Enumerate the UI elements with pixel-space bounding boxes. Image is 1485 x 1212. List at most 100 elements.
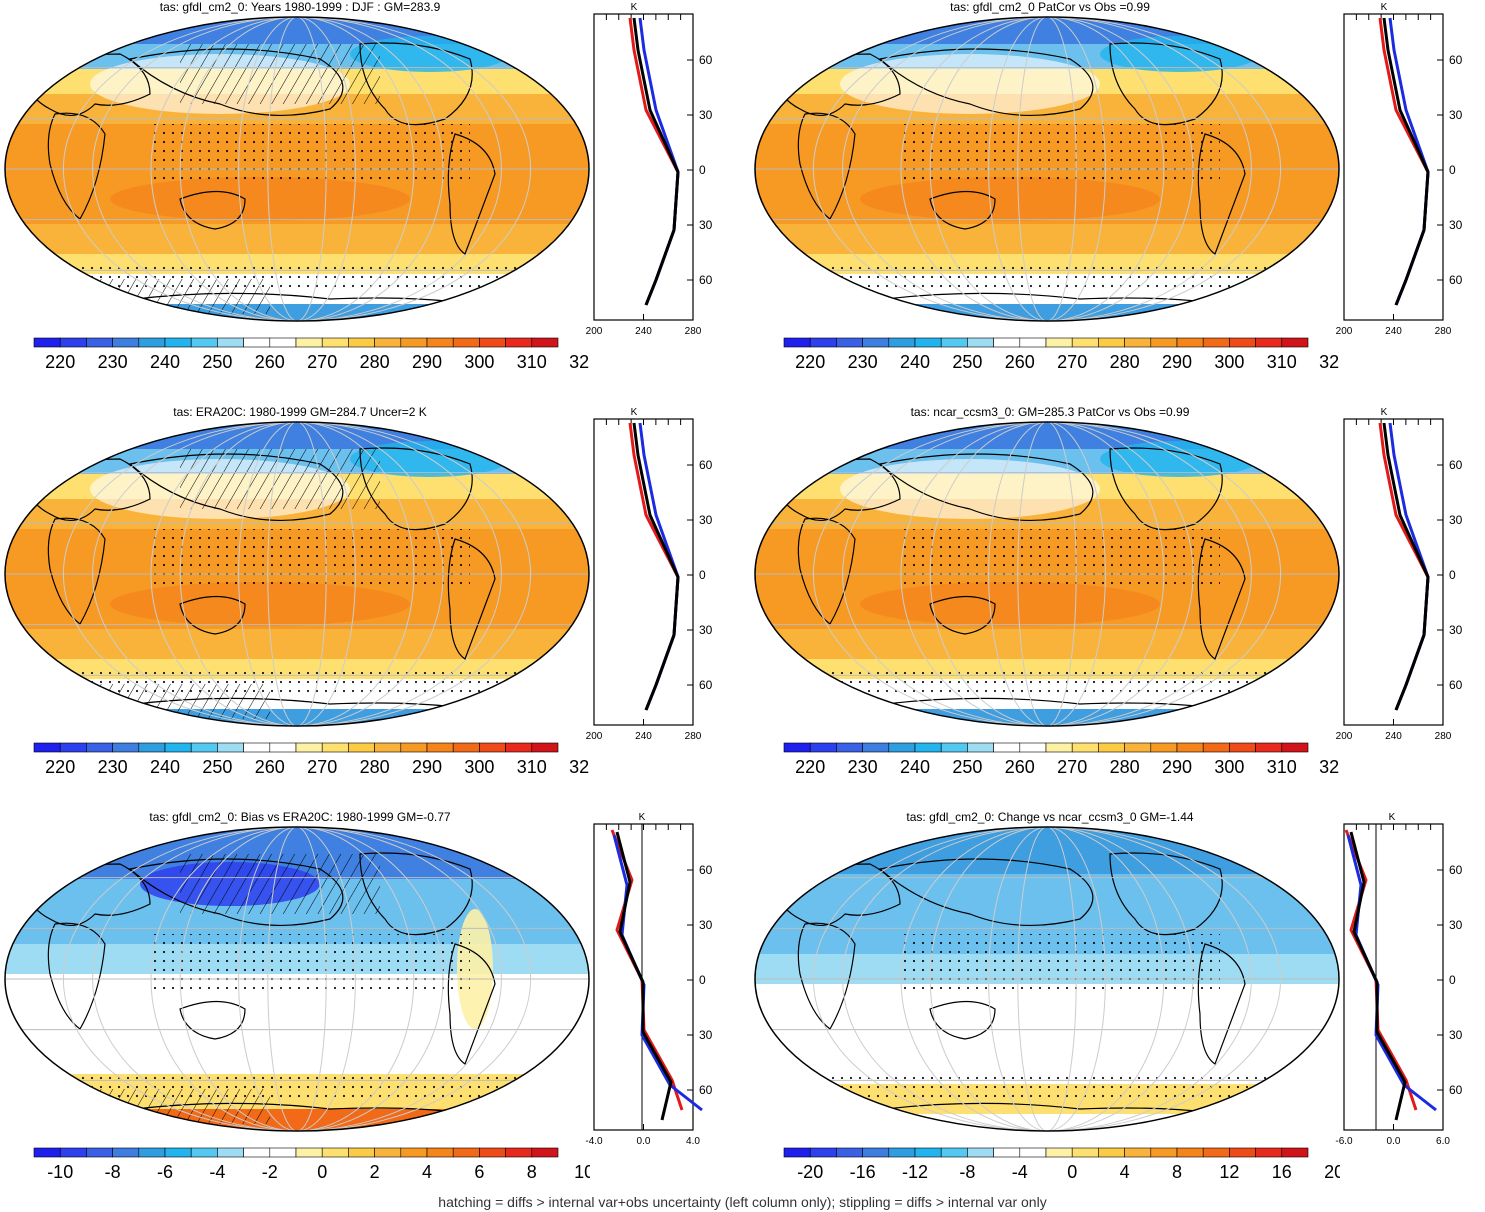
panel-title: tas: gfdl_cm2_0: Years 1980-1999 : DJF :… [159,0,441,14]
map-band [5,224,589,254]
colorbar-swatch [217,337,244,348]
zonal-profile: K -4.0 0.0 4.0 60N 30N 0 30S 60S [585,812,713,1147]
profile-xtick-label: 280 [685,326,702,337]
profile-xtick-label: 280 [1435,731,1452,742]
continent-outline [1109,852,1223,936]
map-border [4,826,590,1132]
stippling [150,934,470,994]
profile-ytick-label: 60N [1449,458,1463,472]
profile-ytick-label: 0 [1449,568,1456,582]
profile-xtick-label: 240 [1385,731,1402,742]
colorbar-label: -4 [1012,1162,1028,1182]
colorbar-swatch [426,1147,454,1158]
colorbar: 220 230 240 250 260 270 280 290 300 310 320 [783,337,1340,372]
colorbar-label: 280 [1110,352,1140,372]
colorbar-label: 2 [370,1162,380,1182]
profile-ytick-label: 0 [1449,163,1456,177]
graticule-lon [812,827,1282,1131]
graticule-lon [929,422,1165,726]
colorbar-swatch [1202,742,1230,753]
colorbar-label: 300 [1214,352,1244,372]
colorbar-label: 320 [569,352,590,372]
colorbar-swatch [940,742,968,753]
profile-unit: K [1389,812,1396,823]
profile-xtick-label: 240 [635,326,652,337]
graticule-lon [267,422,327,726]
graticule-lon [900,422,1194,726]
zonal-profile: K 200 240 280 60N 30N 0 30S 60S [586,2,713,337]
colorbar-label: 220 [45,757,75,777]
panel-title: tas: ERA20C: 1980-1999 GM=284.7 Uncer=2 … [173,405,427,419]
colorbar-swatch [295,1147,323,1158]
profile-ytick-label: 0 [699,973,706,987]
map-band [755,984,1339,1084]
world-map [754,826,1340,1132]
colorbar-swatch [914,1147,942,1158]
stippling [900,124,1220,184]
continent-outline [47,922,106,1030]
profile-ytick-label: 0 [699,568,706,582]
colorbar-swatch [321,337,349,348]
colorbar-label: 310 [1267,352,1297,372]
colorbar-swatch [374,337,402,348]
colorbar-swatch [888,1147,916,1158]
graticule-lon [929,827,1165,1131]
colorbar-label: -8 [959,1162,975,1182]
colorbar-swatch [138,742,166,753]
map-band [755,422,1339,449]
colorbar-label: 310 [517,757,547,777]
profile-xtick-label: 200 [1336,326,1353,337]
colorbar-swatch [862,742,890,753]
colorbar-label: 320 [1319,352,1340,372]
colorbar-swatch [505,742,533,753]
zonal-profile: K 200 240 280 60N 30N 0 30S 60S [1336,407,1463,742]
colorbar-swatch [190,1147,218,1158]
world-map [4,16,590,322]
colorbar-label: 4 [422,1162,432,1182]
colorbar-label: 8 [527,1162,537,1182]
graticule-lon [238,17,356,321]
colorbar-swatch [190,742,218,753]
profile-xtick-label: -4.0 [585,1136,603,1147]
colorbar-swatch [1255,337,1283,348]
colorbar-label: 250 [202,352,232,372]
colorbar-label: 4 [1120,1162,1130,1182]
graticule-lon [179,827,415,1131]
colorbar-swatch [426,742,454,753]
profile-ytick-label: 60N [699,53,713,67]
graticule-lon [267,827,327,1131]
profile-frame [593,823,694,1131]
colorbar-swatch [914,742,942,753]
colorbar: -10 -8 -6 -4 -2 0 2 4 6 8 10 [33,1147,590,1182]
colorbar: 220 230 240 250 260 270 280 290 300 310 320 [33,337,590,372]
colorbar-swatch [531,337,559,348]
continent-outline [797,112,856,220]
colorbar-swatch [479,1147,506,1158]
graticule-lon [62,422,532,726]
colorbar-swatch [1150,742,1178,753]
colorbar-swatch [836,742,863,753]
colorbar-swatch [217,1147,244,1158]
world-map [4,826,590,1132]
colorbar-swatch [374,1147,402,1158]
colorbar-label: 300 [464,757,494,777]
profile-xtick-label: 200 [586,326,603,337]
graticule-lon [929,17,1165,321]
colorbar-swatch [217,742,244,753]
panel-p5: tas: gfdl_cm2_0: Bias vs ERA20C: 1980-19… [0,810,740,1190]
cold-region [840,54,1100,114]
profile-xtick-label: 0.0 [637,1136,651,1147]
stippling [900,529,1220,589]
colorbar-swatch [86,337,113,348]
colorbar-label: 270 [1057,352,1087,372]
colorbar-label: 290 [1162,757,1192,777]
profile-ytick-label: 60N [699,863,713,877]
colorbar-label: 8 [1172,1162,1182,1182]
colorbar-swatch [348,742,375,753]
panel-title: tas: gfdl_cm2_0: Change vs ncar_ccsm3_0 … [906,810,1194,824]
colorbar-swatch [452,1147,480,1158]
colorbar-label: 20 [1324,1162,1340,1182]
profile-ytick-label: 60S [1449,273,1463,287]
profile-xtick-label: -6.0 [1335,1136,1353,1147]
zonal-profile: K 200 240 280 60N 30N 0 30S 60S [1336,2,1463,337]
